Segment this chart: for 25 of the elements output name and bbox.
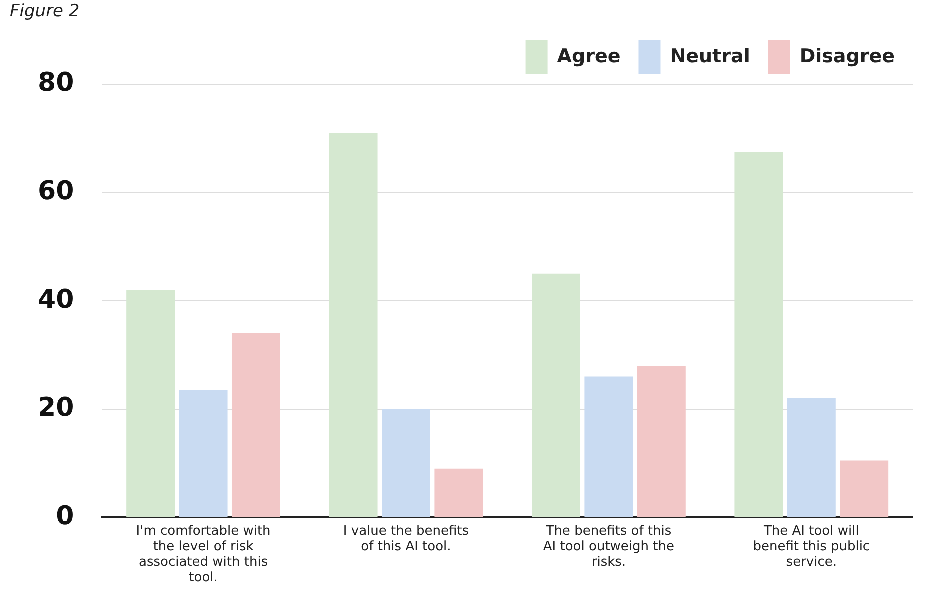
y-tick-label: 60: [38, 176, 74, 206]
bar: [787, 398, 836, 518]
bar: [840, 460, 889, 518]
legend-label: Neutral: [670, 45, 750, 68]
x-tick-label: I value the benefits of this AI tool.: [343, 524, 470, 554]
x-tick-label: The benefits of this AI tool outweigh the risks.: [543, 524, 674, 570]
bar: [232, 333, 280, 518]
y-tick-label: 20: [38, 393, 74, 424]
x-tick-label: I'm comfortable with the level of risk associated with this tool.: [136, 524, 271, 586]
y-tick-label: 80: [38, 68, 74, 98]
legend-label: Agree: [557, 45, 621, 68]
x-tick-label: The AI tool will benefit this public service.: [753, 524, 870, 570]
bar: [126, 290, 176, 518]
bar: [382, 409, 430, 518]
bar: [734, 152, 784, 518]
legend-label: Disagree: [800, 45, 896, 68]
bar: [637, 366, 686, 518]
chart-title: Figure 2: [10, 2, 80, 22]
bar: [532, 274, 580, 518]
bar: [434, 468, 484, 518]
bar: [329, 133, 378, 518]
bar: [584, 376, 634, 518]
bar: [179, 390, 228, 518]
y-tick-label: 40: [38, 284, 74, 315]
y-tick-label: 0: [56, 501, 74, 532]
